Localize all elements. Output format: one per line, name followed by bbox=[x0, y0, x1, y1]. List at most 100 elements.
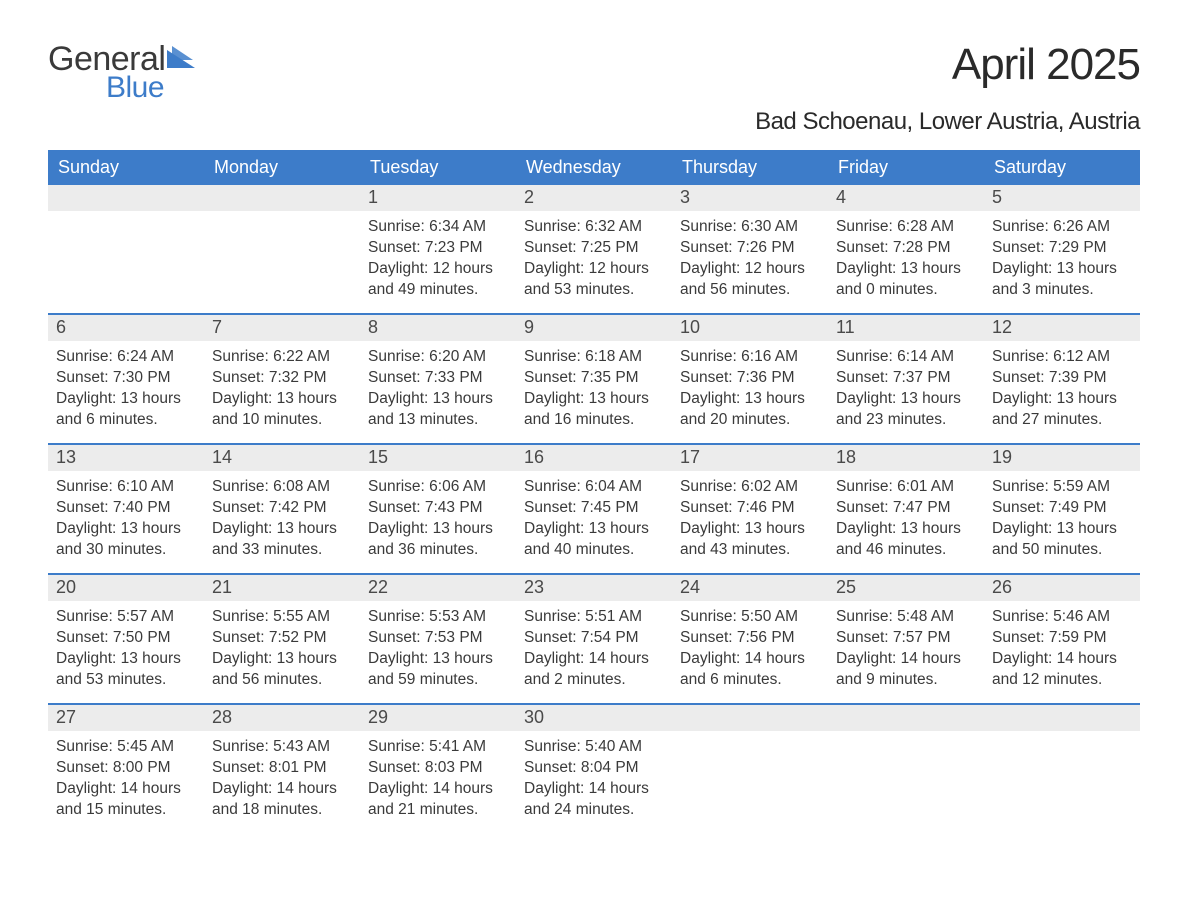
day-cell: 27Sunrise: 5:45 AMSunset: 8:00 PMDayligh… bbox=[48, 705, 204, 833]
daylight-text: Daylight: 13 hours and 6 minutes. bbox=[56, 389, 196, 431]
day-cell: 5Sunrise: 6:26 AMSunset: 7:29 PMDaylight… bbox=[984, 185, 1140, 313]
day-cell: 25Sunrise: 5:48 AMSunset: 7:57 PMDayligh… bbox=[828, 575, 984, 703]
day-body: Sunrise: 6:28 AMSunset: 7:28 PMDaylight:… bbox=[828, 211, 984, 313]
sunrise-text: Sunrise: 5:41 AM bbox=[368, 737, 508, 758]
daylight-text: Daylight: 14 hours and 12 minutes. bbox=[992, 649, 1132, 691]
week-row: 27Sunrise: 5:45 AMSunset: 8:00 PMDayligh… bbox=[48, 703, 1140, 833]
day-number: 24 bbox=[672, 575, 828, 601]
logo-word-blue: Blue bbox=[106, 71, 201, 105]
sunset-text: Sunset: 7:47 PM bbox=[836, 498, 976, 519]
sunset-text: Sunset: 8:04 PM bbox=[524, 758, 664, 779]
day-number bbox=[828, 705, 984, 731]
day-number: 5 bbox=[984, 185, 1140, 211]
sunrise-text: Sunrise: 5:50 AM bbox=[680, 607, 820, 628]
sunrise-text: Sunrise: 6:26 AM bbox=[992, 217, 1132, 238]
sunrise-text: Sunrise: 5:48 AM bbox=[836, 607, 976, 628]
day-body: Sunrise: 6:16 AMSunset: 7:36 PMDaylight:… bbox=[672, 341, 828, 443]
day-number: 22 bbox=[360, 575, 516, 601]
day-cell: 1Sunrise: 6:34 AMSunset: 7:23 PMDaylight… bbox=[360, 185, 516, 313]
sunset-text: Sunset: 7:45 PM bbox=[524, 498, 664, 519]
daylight-text: Daylight: 13 hours and 30 minutes. bbox=[56, 519, 196, 561]
day-body: Sunrise: 6:02 AMSunset: 7:46 PMDaylight:… bbox=[672, 471, 828, 573]
sunrise-text: Sunrise: 6:01 AM bbox=[836, 477, 976, 498]
day-body: Sunrise: 5:50 AMSunset: 7:56 PMDaylight:… bbox=[672, 601, 828, 703]
day-number bbox=[48, 185, 204, 211]
day-cell bbox=[984, 705, 1140, 833]
sunset-text: Sunset: 7:43 PM bbox=[368, 498, 508, 519]
day-cell: 16Sunrise: 6:04 AMSunset: 7:45 PMDayligh… bbox=[516, 445, 672, 573]
day-cell bbox=[672, 705, 828, 833]
day-cell: 28Sunrise: 5:43 AMSunset: 8:01 PMDayligh… bbox=[204, 705, 360, 833]
day-body: Sunrise: 6:20 AMSunset: 7:33 PMDaylight:… bbox=[360, 341, 516, 443]
day-cell: 10Sunrise: 6:16 AMSunset: 7:36 PMDayligh… bbox=[672, 315, 828, 443]
day-number: 19 bbox=[984, 445, 1140, 471]
day-number: 27 bbox=[48, 705, 204, 731]
sunrise-text: Sunrise: 5:59 AM bbox=[992, 477, 1132, 498]
day-number: 21 bbox=[204, 575, 360, 601]
day-cell: 13Sunrise: 6:10 AMSunset: 7:40 PMDayligh… bbox=[48, 445, 204, 573]
title-block: April 2025 Bad Schoenau, Lower Austria, … bbox=[755, 40, 1140, 136]
daylight-text: Daylight: 14 hours and 18 minutes. bbox=[212, 779, 352, 821]
sunrise-text: Sunrise: 6:04 AM bbox=[524, 477, 664, 498]
day-body: Sunrise: 6:24 AMSunset: 7:30 PMDaylight:… bbox=[48, 341, 204, 443]
sunrise-text: Sunrise: 6:34 AM bbox=[368, 217, 508, 238]
month-title: April 2025 bbox=[755, 40, 1140, 90]
daylight-text: Daylight: 14 hours and 21 minutes. bbox=[368, 779, 508, 821]
day-cell: 18Sunrise: 6:01 AMSunset: 7:47 PMDayligh… bbox=[828, 445, 984, 573]
sunset-text: Sunset: 7:23 PM bbox=[368, 238, 508, 259]
day-body: Sunrise: 5:55 AMSunset: 7:52 PMDaylight:… bbox=[204, 601, 360, 703]
day-cell: 9Sunrise: 6:18 AMSunset: 7:35 PMDaylight… bbox=[516, 315, 672, 443]
sunset-text: Sunset: 7:40 PM bbox=[56, 498, 196, 519]
weekday-header: Monday bbox=[204, 150, 360, 185]
sunrise-text: Sunrise: 6:02 AM bbox=[680, 477, 820, 498]
sunset-text: Sunset: 7:57 PM bbox=[836, 628, 976, 649]
day-number: 23 bbox=[516, 575, 672, 601]
sunset-text: Sunset: 7:46 PM bbox=[680, 498, 820, 519]
sunset-text: Sunset: 7:33 PM bbox=[368, 368, 508, 389]
day-number bbox=[204, 185, 360, 211]
daylight-text: Daylight: 14 hours and 15 minutes. bbox=[56, 779, 196, 821]
day-number: 4 bbox=[828, 185, 984, 211]
day-number: 12 bbox=[984, 315, 1140, 341]
day-body: Sunrise: 6:18 AMSunset: 7:35 PMDaylight:… bbox=[516, 341, 672, 443]
day-body: Sunrise: 5:41 AMSunset: 8:03 PMDaylight:… bbox=[360, 731, 516, 833]
daylight-text: Daylight: 13 hours and 59 minutes. bbox=[368, 649, 508, 691]
daylight-text: Daylight: 13 hours and 53 minutes. bbox=[56, 649, 196, 691]
daylight-text: Daylight: 14 hours and 2 minutes. bbox=[524, 649, 664, 691]
day-cell: 23Sunrise: 5:51 AMSunset: 7:54 PMDayligh… bbox=[516, 575, 672, 703]
day-body: Sunrise: 6:10 AMSunset: 7:40 PMDaylight:… bbox=[48, 471, 204, 573]
sunrise-text: Sunrise: 6:24 AM bbox=[56, 347, 196, 368]
sunrise-text: Sunrise: 6:08 AM bbox=[212, 477, 352, 498]
day-cell: 4Sunrise: 6:28 AMSunset: 7:28 PMDaylight… bbox=[828, 185, 984, 313]
day-body: Sunrise: 6:06 AMSunset: 7:43 PMDaylight:… bbox=[360, 471, 516, 573]
calendar: Sunday Monday Tuesday Wednesday Thursday… bbox=[48, 150, 1140, 833]
sunrise-text: Sunrise: 6:16 AM bbox=[680, 347, 820, 368]
day-cell: 20Sunrise: 5:57 AMSunset: 7:50 PMDayligh… bbox=[48, 575, 204, 703]
day-body: Sunrise: 6:12 AMSunset: 7:39 PMDaylight:… bbox=[984, 341, 1140, 443]
day-body: Sunrise: 6:14 AMSunset: 7:37 PMDaylight:… bbox=[828, 341, 984, 443]
daylight-text: Daylight: 12 hours and 53 minutes. bbox=[524, 259, 664, 301]
day-number: 17 bbox=[672, 445, 828, 471]
weekday-header: Friday bbox=[828, 150, 984, 185]
daylight-text: Daylight: 12 hours and 49 minutes. bbox=[368, 259, 508, 301]
sunset-text: Sunset: 7:36 PM bbox=[680, 368, 820, 389]
sunrise-text: Sunrise: 5:40 AM bbox=[524, 737, 664, 758]
day-number: 26 bbox=[984, 575, 1140, 601]
weekday-header: Sunday bbox=[48, 150, 204, 185]
day-cell: 29Sunrise: 5:41 AMSunset: 8:03 PMDayligh… bbox=[360, 705, 516, 833]
day-number: 14 bbox=[204, 445, 360, 471]
daylight-text: Daylight: 13 hours and 3 minutes. bbox=[992, 259, 1132, 301]
day-body: Sunrise: 6:34 AMSunset: 7:23 PMDaylight:… bbox=[360, 211, 516, 313]
day-body bbox=[204, 211, 360, 313]
sunrise-text: Sunrise: 6:14 AM bbox=[836, 347, 976, 368]
day-cell: 3Sunrise: 6:30 AMSunset: 7:26 PMDaylight… bbox=[672, 185, 828, 313]
day-body: Sunrise: 5:53 AMSunset: 7:53 PMDaylight:… bbox=[360, 601, 516, 703]
daylight-text: Daylight: 12 hours and 56 minutes. bbox=[680, 259, 820, 301]
week-row: 6Sunrise: 6:24 AMSunset: 7:30 PMDaylight… bbox=[48, 313, 1140, 443]
daylight-text: Daylight: 13 hours and 0 minutes. bbox=[836, 259, 976, 301]
weekday-header: Thursday bbox=[672, 150, 828, 185]
sunrise-text: Sunrise: 6:10 AM bbox=[56, 477, 196, 498]
day-number: 29 bbox=[360, 705, 516, 731]
sunset-text: Sunset: 7:49 PM bbox=[992, 498, 1132, 519]
day-cell: 15Sunrise: 6:06 AMSunset: 7:43 PMDayligh… bbox=[360, 445, 516, 573]
